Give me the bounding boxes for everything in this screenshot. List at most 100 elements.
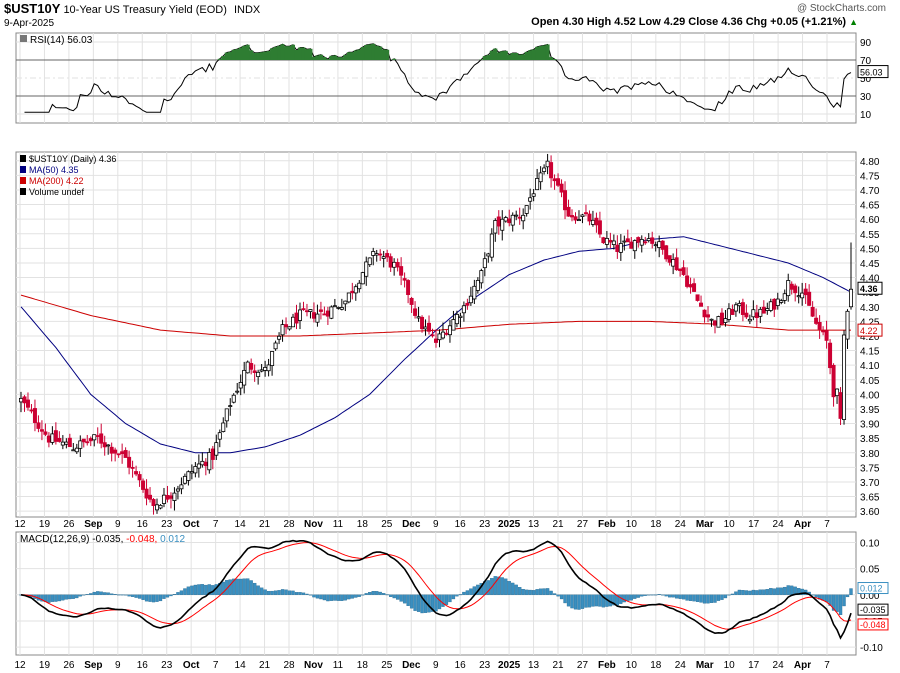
candle-body: [32, 408, 37, 423]
candle-body: [29, 409, 34, 412]
rsi-overbought-fill: [545, 44, 550, 60]
macd-histogram-bar: [587, 594, 592, 608]
candle-body: [413, 308, 418, 316]
macd-histogram-bar: [706, 594, 710, 604]
candle-body: [311, 312, 316, 319]
candle-body: [420, 316, 425, 330]
macd-histogram-bar: [661, 594, 665, 596]
macd-histogram-bar: [657, 594, 661, 595]
macd-histogram-bar: [580, 594, 585, 609]
close-tag-box: [857, 281, 883, 295]
x-axis-label: 24: [675, 519, 687, 530]
price-panel: 4.804.754.704.654.604.554.504.454.404.35…: [15, 151, 883, 518]
close-tag: 4.36: [860, 284, 878, 294]
candle-body: [754, 312, 759, 319]
rsi-overbought-fill: [224, 52, 229, 60]
candle-body: [542, 167, 547, 172]
macd-histogram-bar: [838, 594, 843, 616]
macd-histogram-bar: [333, 594, 337, 601]
candle-body: [357, 282, 362, 290]
candle-body: [688, 284, 693, 288]
candle-body: [249, 363, 254, 370]
candle-body: [224, 408, 229, 422]
macd-histogram-bar: [758, 589, 762, 595]
candle-body: [214, 442, 219, 456]
candle-body: [552, 178, 557, 182]
candle-body: [786, 280, 791, 297]
rsi-overbought-fill: [256, 52, 261, 60]
candle-body: [486, 253, 491, 257]
x-axis-label: 21: [259, 660, 271, 671]
rsi-overbought-fill: [325, 59, 330, 60]
macd-histogram-bar: [413, 594, 417, 611]
chart-date: 9-Apr-2025: [4, 18, 55, 29]
macd-histogram-bar: [183, 588, 187, 595]
macd-histogram-bar: [556, 594, 560, 597]
macd-histogram-bar: [284, 589, 288, 595]
price-tick-label: 4.00: [860, 390, 880, 401]
macd-histogram-bar: [674, 594, 679, 599]
rsi-overbought-fill: [311, 56, 316, 60]
rsi-overbought-fill: [531, 49, 536, 60]
x-axis-label: 11: [333, 660, 344, 671]
rsi-overbought-fill: [301, 47, 306, 60]
x-axis-label: 7: [824, 519, 830, 530]
macd-histogram-bar: [75, 594, 79, 599]
candle-body: [678, 268, 683, 272]
rsi-overbought-fill: [284, 46, 289, 60]
x-axis-label: Apr: [794, 660, 811, 671]
macd-histogram-bar: [378, 591, 382, 595]
macd-histogram-bar: [416, 594, 421, 612]
x-axis-label: 9: [115, 519, 121, 530]
rsi-overbought-fill: [360, 46, 365, 60]
candle-body: [510, 214, 515, 226]
candle-body: [496, 216, 501, 227]
macd-histogram-bar: [441, 594, 445, 607]
candle-body: [353, 286, 358, 294]
candle-body: [186, 471, 191, 481]
candle-body: [814, 317, 819, 324]
price-tick-label: 4.05: [860, 376, 880, 387]
macd-histogram-bar: [765, 589, 769, 595]
macd-histogram-bar: [392, 594, 396, 599]
macd-histogram-bar: [842, 594, 846, 607]
macd-histogram-bar: [340, 594, 344, 601]
macd-histogram-bar: [409, 594, 414, 609]
candle-body: [608, 239, 613, 243]
price-tick-label: 4.15: [860, 347, 880, 358]
macd-histogram-bar: [692, 594, 696, 602]
candle-body: [231, 394, 236, 403]
macd-histogram-bar: [263, 589, 267, 595]
price-tick-label: 4.45: [860, 259, 880, 270]
macd-histogram-bar: [113, 594, 117, 595]
price-tick-label: 4.70: [860, 186, 880, 197]
rsi-overbought-fill: [291, 44, 296, 60]
candle-body: [636, 237, 641, 243]
rsi-overbought-fill: [507, 54, 512, 60]
macd-histogram-bar: [538, 588, 543, 595]
macd-histogram-bar: [831, 594, 836, 611]
rsi-overbought-fill: [517, 54, 522, 60]
candle-body: [71, 449, 76, 452]
macd-histogram-bar: [786, 585, 790, 595]
macd-value-tag: -0.035: [860, 605, 886, 615]
candle-body: [336, 307, 341, 309]
x-axis-label: 9: [433, 519, 439, 530]
x-axis-label: 23: [161, 519, 173, 530]
macd-histogram-bar: [695, 594, 700, 602]
candle-body: [280, 324, 285, 336]
candle-body: [521, 214, 526, 222]
candle-body: [660, 240, 665, 250]
macd-histogram-bar: [89, 593, 93, 595]
candle-body: [158, 504, 163, 509]
candle-body: [325, 310, 330, 317]
price-tick-label: 4.30: [860, 303, 880, 314]
candle-body: [454, 313, 459, 325]
candle-body: [381, 256, 386, 259]
x-axis-label: 14: [235, 660, 247, 671]
x-axis-label: 18: [650, 660, 662, 671]
x-axis-label: 23: [479, 519, 491, 530]
x-axis-label: 17: [748, 519, 760, 530]
rsi-overbought-fill: [273, 46, 278, 60]
